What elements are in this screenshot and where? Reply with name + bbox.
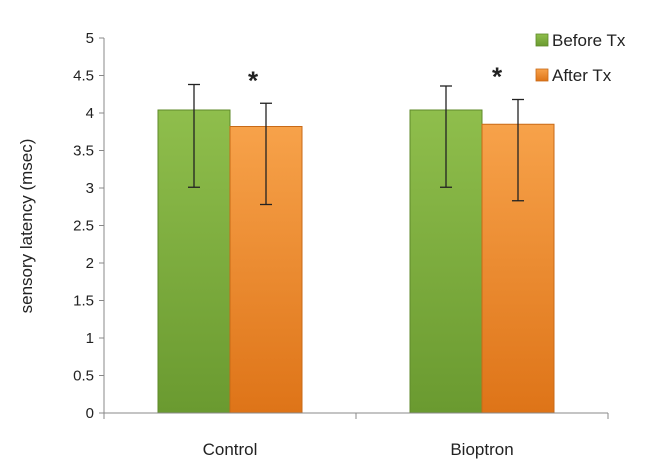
significance-marker: * [492,62,503,92]
error-bar-bioptron-before-tx [440,85,452,188]
y-tick-label: 1.5 [73,293,94,310]
error-bar-control-after-tx [260,102,272,206]
y-tick-label: 5 [86,30,94,47]
bars [157,109,555,414]
y-tick-label: 2 [86,255,94,272]
y-axis-ticks: 0 0.5 1 1.5 2 2.5 3 3.5 4 4.5 5 [73,30,104,422]
legend-swatch-after-tx [535,68,549,82]
legend-label-before-tx: Before Tx [552,31,626,50]
y-tick-label: 4 [86,105,94,122]
x-axis-labels: Control Bioptron [203,440,514,459]
y-tick-label: 1 [86,330,94,347]
y-tick-label: 0.5 [73,368,94,385]
y-tick-label: 3 [86,180,94,197]
y-axis-title: sensory latency (msec) [17,139,36,314]
error-bar-control-before-tx [188,83,200,188]
error-bar-bioptron-after-tx [512,98,524,202]
legend-swatch-before-tx [535,33,549,47]
legend-label-after-tx: After Tx [552,66,612,85]
y-tick-label: 0 [86,405,94,422]
y-tick-label: 4.5 [73,68,94,85]
x-tick-label-control: Control [203,440,258,459]
annotations: * * [248,62,503,96]
significance-marker: * [248,65,259,95]
axes [103,38,609,419]
y-tick-label: 2.5 [73,218,94,235]
error-bars [188,83,524,206]
legend: Before Tx After Tx [535,31,626,85]
x-tick-label-bioptron: Bioptron [450,440,513,459]
y-tick-label: 3.5 [73,143,94,160]
